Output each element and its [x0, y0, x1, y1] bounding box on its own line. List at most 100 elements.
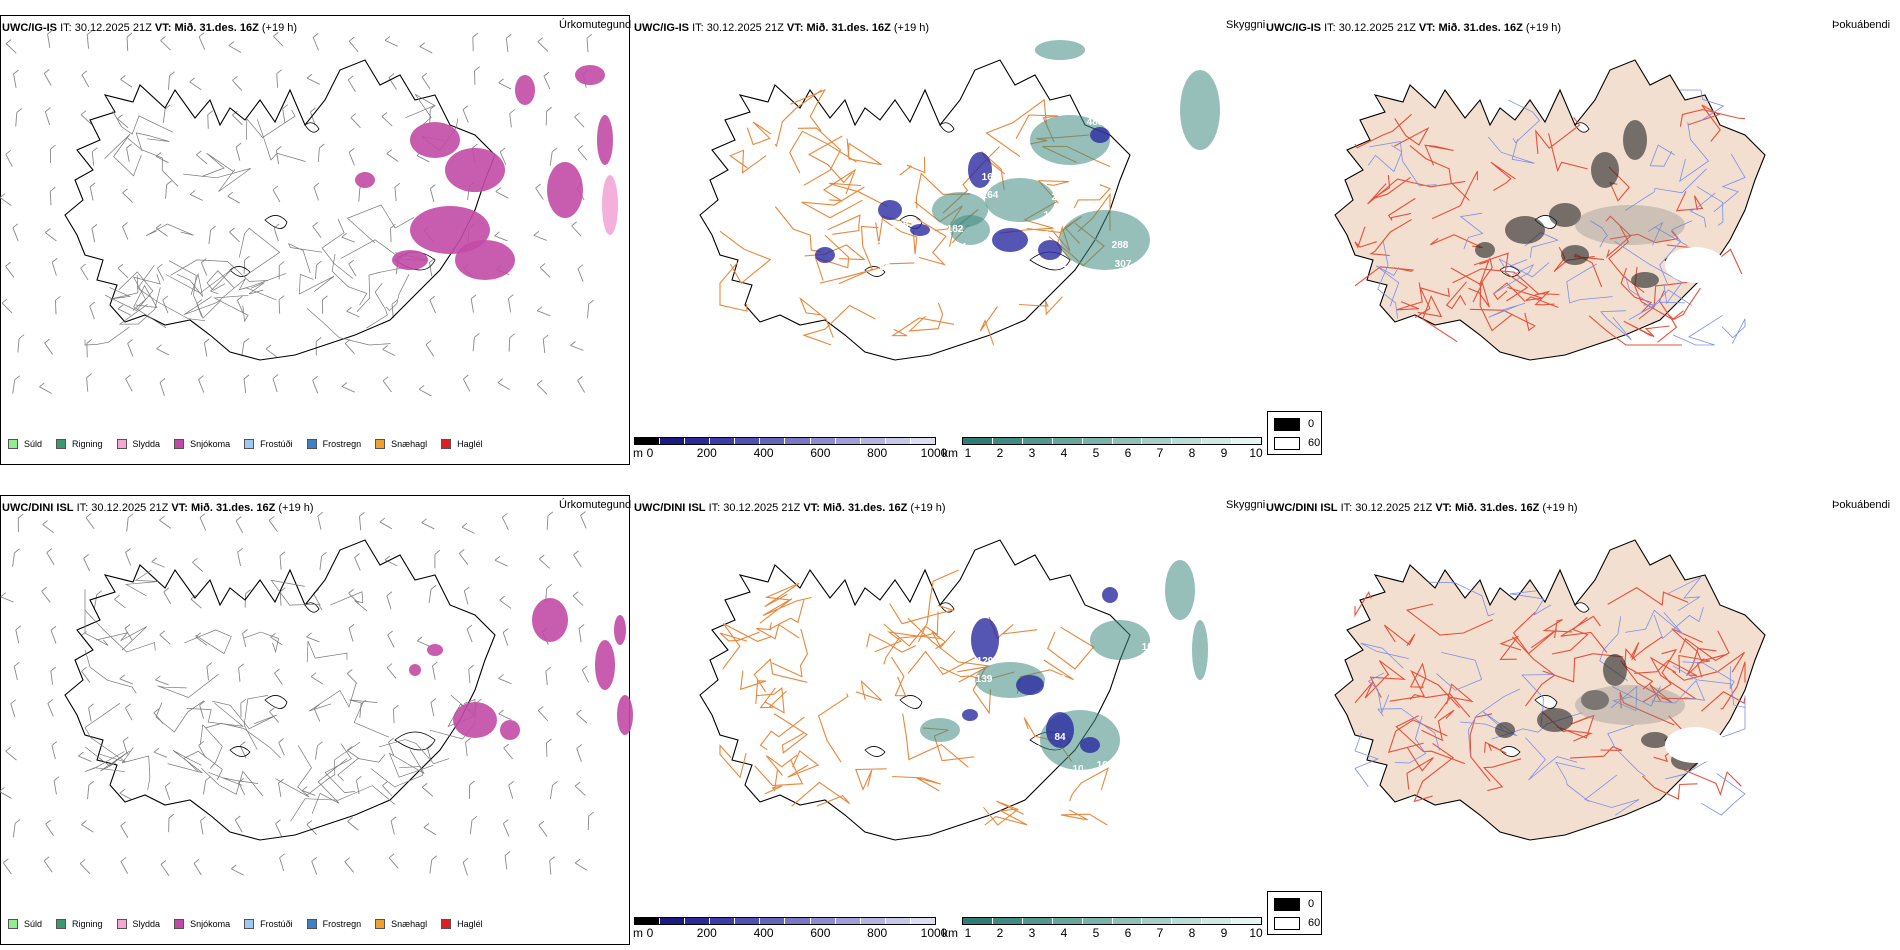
colorbar-tick: 1 — [964, 926, 972, 940]
visibility-product-title: Skyggni — [1226, 499, 1266, 511]
legend-item-haglél: Haglél — [441, 439, 483, 449]
wind-barb-flag — [53, 776, 60, 781]
wind-barb — [229, 231, 240, 243]
wind-barb-flag — [280, 587, 286, 593]
road-line — [1369, 141, 1437, 187]
wind-barb — [199, 705, 204, 719]
fog-area — [1575, 685, 1685, 725]
road-line — [205, 723, 281, 759]
wind-barb-flag — [462, 105, 469, 110]
wind-barb — [122, 192, 134, 203]
wind-barb-flag — [382, 781, 388, 786]
wind-barb-flag — [382, 376, 389, 382]
colorbar-step — [710, 438, 736, 444]
colorbar-unit: m — [633, 926, 643, 940]
road-line — [346, 204, 415, 244]
wind-barb-flag — [235, 142, 242, 148]
cloud-base-label: 84 — [1054, 732, 1066, 743]
fog-index-key: 0 60 — [1267, 891, 1322, 935]
wind-barb-flag — [192, 557, 198, 563]
wind-barb-flag — [124, 624, 131, 629]
road-line — [1488, 302, 1526, 318]
legend-item-snjókoma: Snjókoma — [174, 919, 230, 929]
road-line — [1434, 683, 1474, 719]
road-line — [1556, 714, 1595, 739]
wind-barb — [0, 791, 12, 799]
road-line — [176, 272, 203, 297]
wind-barb-flag — [189, 77, 195, 83]
road-line — [1609, 230, 1680, 244]
road-line — [96, 626, 148, 651]
wind-barb-flag — [546, 583, 552, 589]
wind-barb-flag — [542, 334, 549, 340]
road-line — [719, 230, 772, 285]
wind-barb — [160, 864, 170, 877]
snow-area — [515, 75, 535, 105]
road-line — [84, 610, 156, 653]
wind-barb — [421, 76, 431, 89]
colorbar-step — [1172, 438, 1203, 444]
wind-barb — [575, 862, 588, 871]
road-line — [1499, 635, 1522, 660]
wind-barb-flag — [504, 851, 511, 856]
road-line — [787, 750, 820, 778]
wind-barb — [573, 554, 582, 567]
wind-barb — [429, 299, 436, 314]
wind-barb — [581, 669, 590, 683]
road-line — [1421, 709, 1455, 742]
fog-key-white-swatch — [1274, 917, 1300, 930]
wind-barb — [236, 300, 244, 314]
road-line — [1649, 144, 1676, 167]
legend-swatch — [174, 439, 185, 449]
colorbar-step — [1202, 918, 1233, 924]
road-line — [1638, 280, 1700, 320]
wind-barb — [358, 187, 361, 202]
road-line — [719, 744, 747, 779]
wind-barb — [126, 36, 129, 51]
wind-barb — [574, 116, 585, 128]
wind-barb — [47, 703, 54, 717]
road-line — [984, 808, 1028, 826]
wind-barb-flag — [114, 594, 120, 600]
wind-barb-flag — [51, 741, 58, 746]
wind-barb — [347, 79, 356, 93]
road-line — [238, 227, 281, 275]
wind-barb — [386, 667, 397, 679]
wind-barb-flag — [0, 787, 5, 792]
wind-barb — [499, 151, 507, 165]
legend-label: Snjókoma — [190, 439, 231, 449]
road-line — [133, 284, 167, 329]
road-line — [1667, 287, 1701, 321]
wind-barb-flag — [348, 148, 355, 153]
legend-label: Súld — [24, 919, 43, 929]
wind-barb-flag — [276, 146, 282, 151]
wind-barb-flag — [88, 780, 95, 786]
wind-barb-flag — [14, 819, 21, 824]
road-line — [137, 264, 206, 322]
road-line — [324, 743, 356, 793]
legend-label: Snjókoma — [190, 919, 231, 929]
wind-barb-flag — [78, 751, 84, 757]
wind-barb-flag — [272, 185, 279, 191]
wind-barb — [543, 75, 551, 90]
wind-barb-flag — [120, 821, 127, 827]
wind-barb — [163, 591, 172, 605]
wind-barb — [348, 263, 357, 277]
colorbar-step — [1082, 438, 1113, 444]
wind-barb — [272, 378, 278, 393]
low-cloud-base-area — [1016, 675, 1044, 695]
road-line — [378, 739, 450, 765]
legend-label: Slydda — [132, 439, 161, 449]
wind-barb-flag — [430, 698, 437, 703]
road-line — [199, 724, 223, 769]
wind-barb — [164, 786, 171, 800]
fog-area — [1537, 708, 1573, 732]
road-line — [1679, 89, 1725, 122]
wind-barb-flag — [394, 182, 401, 188]
wind-barb — [206, 666, 209, 681]
fog-key-white-label: 60 — [1308, 917, 1321, 929]
wind-barb-flag — [190, 594, 197, 600]
wind-barb — [470, 298, 474, 313]
road-line — [104, 271, 154, 312]
wind-barb — [12, 379, 16, 394]
